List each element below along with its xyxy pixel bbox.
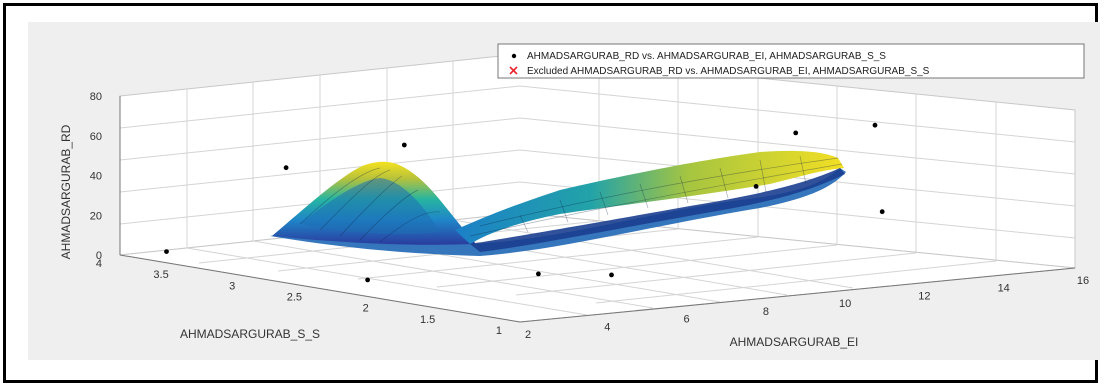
y-tick-label: 1.5 <box>420 314 435 326</box>
z-tick-label: 20 <box>90 210 102 222</box>
x-tick-label: 4 <box>604 321 610 333</box>
x-tick-label: 6 <box>684 314 690 326</box>
y-tick-label: 4 <box>96 258 102 270</box>
surface-front-edge <box>470 168 845 252</box>
data-point-8 <box>793 130 799 136</box>
data-point-2 <box>283 165 289 171</box>
mesh-lines <box>299 155 843 243</box>
tick-labels: 0 20 40 60 80 1 1.5 2 2.5 3 3.5 4 2 4 6 8 10 12 14 16 <box>90 91 1089 341</box>
data-point-4 <box>536 271 541 277</box>
data-point-10 <box>872 122 878 128</box>
fitted-surface <box>270 150 846 256</box>
y-axis-label: AHMADSARGURAB_S_S <box>180 327 320 341</box>
data-point-5 <box>609 272 614 278</box>
z-axis-label: AHMADSARGURAB_RD <box>59 124 73 259</box>
z-tick-label: 40 <box>90 171 102 183</box>
surface-peak-shading <box>300 178 440 234</box>
data-point-6 <box>401 142 407 148</box>
data-point-9 <box>879 209 885 215</box>
legend-box <box>497 43 1085 79</box>
data-point-1 <box>164 249 169 255</box>
legend-entry-1: AHMADSARGURAB_RD vs. AHMADSARGURAB_EI, A… <box>527 51 886 62</box>
data-point-3 <box>365 277 370 283</box>
legend: AHMADSARGURAB_RD vs. AHMADSARGURAB_EI, A… <box>497 43 1085 79</box>
x-tick-label: 12 <box>918 290 930 302</box>
z-tick-label: 0 <box>96 250 102 262</box>
data-point-7 <box>753 184 759 189</box>
z-tick-label: 80 <box>90 91 102 103</box>
y-tick-label: 3 <box>229 280 235 292</box>
y-tick-label: 2 <box>363 303 369 315</box>
x-tick-label: 8 <box>763 306 769 318</box>
legend-marker-x <box>509 66 518 75</box>
x-axis-label: AHMADSARGURAB_EI <box>730 335 859 349</box>
legend-entry-2: Excluded AHMADSARGURAB_RD vs. AHMADSARGU… <box>527 66 930 77</box>
x-tick-label: 2 <box>525 329 531 341</box>
z-tick-label: 60 <box>90 131 102 143</box>
x-tick-label: 14 <box>998 283 1010 295</box>
y-tick-label: 1 <box>496 325 502 337</box>
y-tick-label: 3.5 <box>153 269 168 281</box>
surface-ridge <box>455 150 844 244</box>
y-tick-label: 2.5 <box>287 292 302 304</box>
x-tick-label: 16 <box>1077 275 1089 287</box>
axes <box>119 96 1076 323</box>
legend-marker-dot <box>511 53 517 59</box>
x-tick-label: 10 <box>839 298 851 310</box>
